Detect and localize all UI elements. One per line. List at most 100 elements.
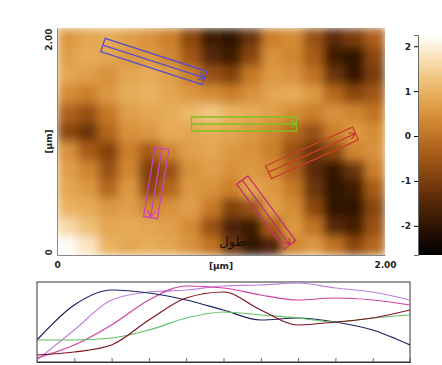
heatmap-cell: [139, 217, 160, 237]
heatmap-cell: [303, 123, 324, 143]
heatmap-cell: [57, 85, 78, 105]
heatmap-cell: [78, 85, 99, 105]
profile-box: [101, 38, 207, 84]
heatmap-cell: [119, 104, 140, 124]
x-axis: 02.00: [54, 255, 396, 270]
heatmap-cell: [78, 179, 99, 199]
heatmap-cell: [262, 47, 283, 67]
heatmap-cell: [324, 66, 345, 86]
heatmap-cell: [160, 198, 181, 218]
heatmap-cell: [221, 28, 242, 48]
profile-box: [144, 147, 169, 219]
heatmap-cell: [160, 217, 181, 237]
heatmap-cell: [57, 123, 78, 143]
heatmap-cell: [324, 179, 345, 199]
heatmap-cell: [98, 179, 119, 199]
x-axis-title: [µm]: [209, 261, 233, 271]
heatmap-cell: [78, 160, 99, 180]
heatmap-cell: [283, 28, 304, 48]
tick: 0: [54, 255, 60, 270]
heatmap-cell: [119, 217, 140, 237]
heatmap-cell: [365, 217, 386, 237]
colorbar-axis: 210-1-2: [401, 36, 419, 256]
heatmap-cell: [283, 198, 304, 218]
heatmap-cell: [303, 198, 324, 218]
heatmap-cell: [139, 123, 160, 143]
heatmap-cell: [139, 28, 160, 48]
heatmap-cell: [180, 104, 201, 124]
heatmap-cell: [57, 104, 78, 124]
heatmap-cell: [365, 123, 386, 143]
heatmap-cell: [78, 217, 99, 237]
heatmap-cell: [201, 85, 222, 105]
tick-mark: [224, 358, 225, 362]
heatmap-cell: [160, 123, 181, 143]
heatmap-cell: [180, 217, 201, 237]
heatmap-cell: [98, 160, 119, 180]
heatmap-cell: [344, 217, 365, 237]
heatmap-cell: [221, 123, 242, 143]
heatmap-cell: [303, 104, 324, 124]
heatmap-cell: [57, 28, 78, 48]
heatmap-cell: [283, 160, 304, 180]
heatmap-cell: [365, 179, 386, 199]
heatmap-cell: [201, 28, 222, 48]
heatmap-cell: [78, 104, 99, 124]
heatmap-cell: [242, 104, 263, 124]
heatmap-cell: [324, 28, 345, 48]
heatmap-cell: [344, 236, 365, 255]
heatmap-cell: [221, 66, 242, 86]
heatmap-cell: [98, 28, 119, 48]
heatmap-cell: [262, 179, 283, 199]
tick: 2.00: [44, 29, 57, 51]
tick-mark: [186, 358, 187, 362]
heatmap-cells: [57, 28, 385, 255]
heatmap-cell: [57, 160, 78, 180]
heatmap-cell: [365, 198, 386, 218]
heatmap-cell: [221, 141, 242, 161]
heatmap-cell: [344, 104, 365, 124]
tick-label: 2: [405, 42, 411, 52]
heatmap-cell: [98, 141, 119, 161]
heatmap-cell: [201, 47, 222, 67]
heatmap-cell: [139, 85, 160, 105]
heatmap-cell: [324, 217, 345, 237]
profile-line: [37, 286, 410, 358]
heatmap-cell: [242, 160, 263, 180]
heatmap-cell: [139, 141, 160, 161]
heatmap-cell: [365, 141, 386, 161]
heatmap-cell: [344, 66, 365, 86]
heatmap-cell: [160, 28, 181, 48]
tick-mark: [261, 358, 262, 362]
heatmap-cell: [160, 141, 181, 161]
heatmap-cell: [262, 104, 283, 124]
figure: 02.0002.00[µm][µm]طول210-1-2: [0, 0, 442, 365]
heatmap-cell: [180, 28, 201, 48]
heatmap-cell: [180, 179, 201, 199]
tick-mark: [149, 358, 150, 362]
tick: [298, 358, 299, 362]
tick: 2: [405, 42, 418, 52]
heatmap-cell: [180, 141, 201, 161]
heatmap-cell: [221, 47, 242, 67]
heatmap-cell: [262, 123, 283, 143]
axis-line: [57, 29, 58, 256]
heatmap-cell: [180, 236, 201, 255]
tick-label: 1: [405, 87, 411, 97]
heatmap-cell: [324, 47, 345, 67]
heatmap-cell: [78, 123, 99, 143]
heatmap-cell: [201, 179, 222, 199]
heatmap-cell: [365, 85, 386, 105]
heatmap-cell: [303, 179, 324, 199]
heatmap-cell: [119, 236, 140, 255]
heatmap-cell: [283, 47, 304, 67]
heatmap-cell: [221, 104, 242, 124]
heatmap-cell: [57, 141, 78, 161]
tick: [186, 358, 187, 362]
heatmap-cell: [57, 47, 78, 67]
heatmap-cell: [119, 141, 140, 161]
heatmap-cell: [262, 236, 283, 255]
heatmap-cell: [98, 85, 119, 105]
profile-line: [37, 290, 410, 345]
heatmap-cell: [180, 160, 201, 180]
